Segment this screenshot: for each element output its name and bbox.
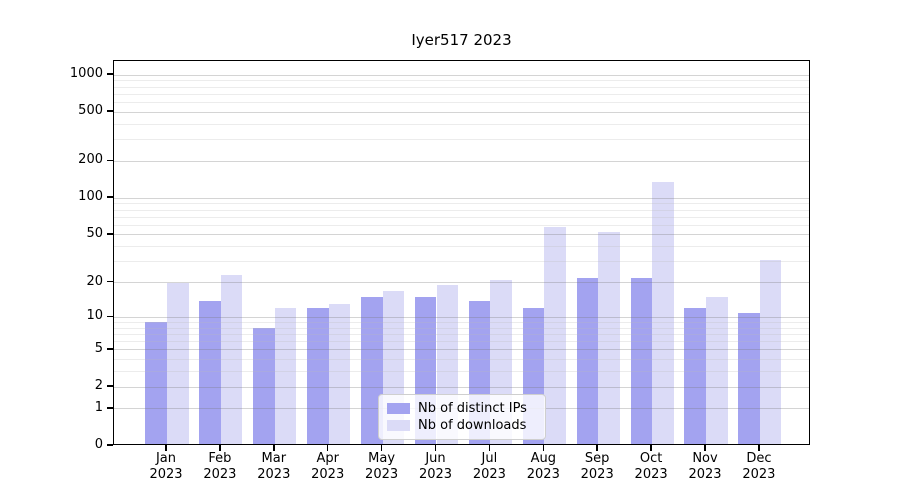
bar-downloads-mar-2023 [274,308,297,445]
bar-downloads-jan-2023 [167,282,189,445]
x-tick-label: Mar 2023 [257,451,291,482]
bar-ips-may-2023 [361,297,383,445]
y-tick-mark [107,280,113,283]
bar-downloads-apr-2023 [328,304,351,445]
legend-item-downloads: Nb of downloads [387,417,537,434]
bars-layer [114,61,809,445]
y-tick-label: 0 [94,437,103,452]
y-tick-label: 2 [94,378,103,394]
y-tick-mark [107,348,113,350]
x-tick-mark [434,445,437,451]
bar-ips-sep-2023 [576,277,599,445]
x-tick-mark [488,445,491,451]
y-tick-label: 100 [78,189,103,205]
bar-downloads-dec-2023 [759,259,782,445]
y-tick-label: 1 [94,399,103,415]
x-tick-mark [219,445,221,451]
y-tick-label: 500 [78,103,103,119]
y-tick-mark [107,73,113,75]
chart-title: Iyer517 2023 [411,31,512,49]
legend-label-distinct-ips: Nb of distinct IPs [418,400,527,416]
legend: Nb of distinct IPs Nb of downloads [378,394,546,440]
x-tick-label: Aug 2023 [526,451,560,482]
bar-ips-oct-2023 [630,277,653,445]
y-tick-mark [107,385,113,387]
y-tick-mark [107,110,113,112]
legend-label-downloads: Nb of downloads [418,417,527,433]
x-tick-label: Jan 2023 [149,451,183,482]
x-tick-mark [165,445,167,451]
x-tick-mark [542,445,545,451]
y-tick-label: 1000 [69,66,103,82]
y-tick-label: 200 [78,152,103,168]
bar-downloads-sep-2023 [598,231,620,445]
x-tick-mark [596,445,598,451]
bar-downloads-oct-2023 [652,182,674,445]
x-tick-label: Feb 2023 [203,451,237,482]
bar-ips-feb-2023 [199,300,221,445]
y-tick-mark [107,407,113,409]
y-tick-label: 20 [86,273,103,289]
x-tick-label: Sep 2023 [580,451,614,482]
x-tick-label: Dec 2023 [742,451,776,482]
x-tick-label: Nov 2023 [688,451,722,482]
x-tick-mark [650,445,652,451]
legend-item-distinct-ips: Nb of distinct IPs [387,400,537,417]
x-tick-mark [380,445,383,451]
legend-swatch-downloads [387,420,410,431]
bar-ips-jan-2023 [145,322,167,445]
bar-ips-apr-2023 [307,308,329,445]
bar-ips-nov-2023 [684,308,706,445]
bar-downloads-nov-2023 [706,297,728,445]
y-tick-mark [107,444,113,446]
x-tick-label: Oct 2023 [634,451,668,482]
x-tick-label: Apr 2023 [311,451,345,482]
x-tick-label: Jul 2023 [472,451,506,482]
y-tick-label: 10 [86,308,103,324]
x-tick-mark [326,445,329,451]
bar-ips-dec-2023 [738,312,760,445]
y-tick-label: 5 [94,340,103,356]
x-tick-label: May 2023 [365,451,399,482]
bar-downloads-aug-2023 [544,227,566,445]
y-tick-mark [107,233,113,235]
y-tick-mark [107,159,113,162]
bar-downloads-feb-2023 [220,275,243,445]
x-tick-mark [273,445,275,451]
y-tick-mark [107,196,113,198]
plot-area: Nb of distinct IPs Nb of downloads [113,60,810,445]
x-tick-mark [704,445,706,451]
x-tick-mark [758,445,760,451]
y-tick-label: 50 [86,225,103,241]
bar-ips-mar-2023 [253,328,275,445]
y-tick-mark [107,315,113,317]
legend-swatch-distinct-ips [387,403,410,414]
x-tick-label: Jun 2023 [418,451,453,482]
